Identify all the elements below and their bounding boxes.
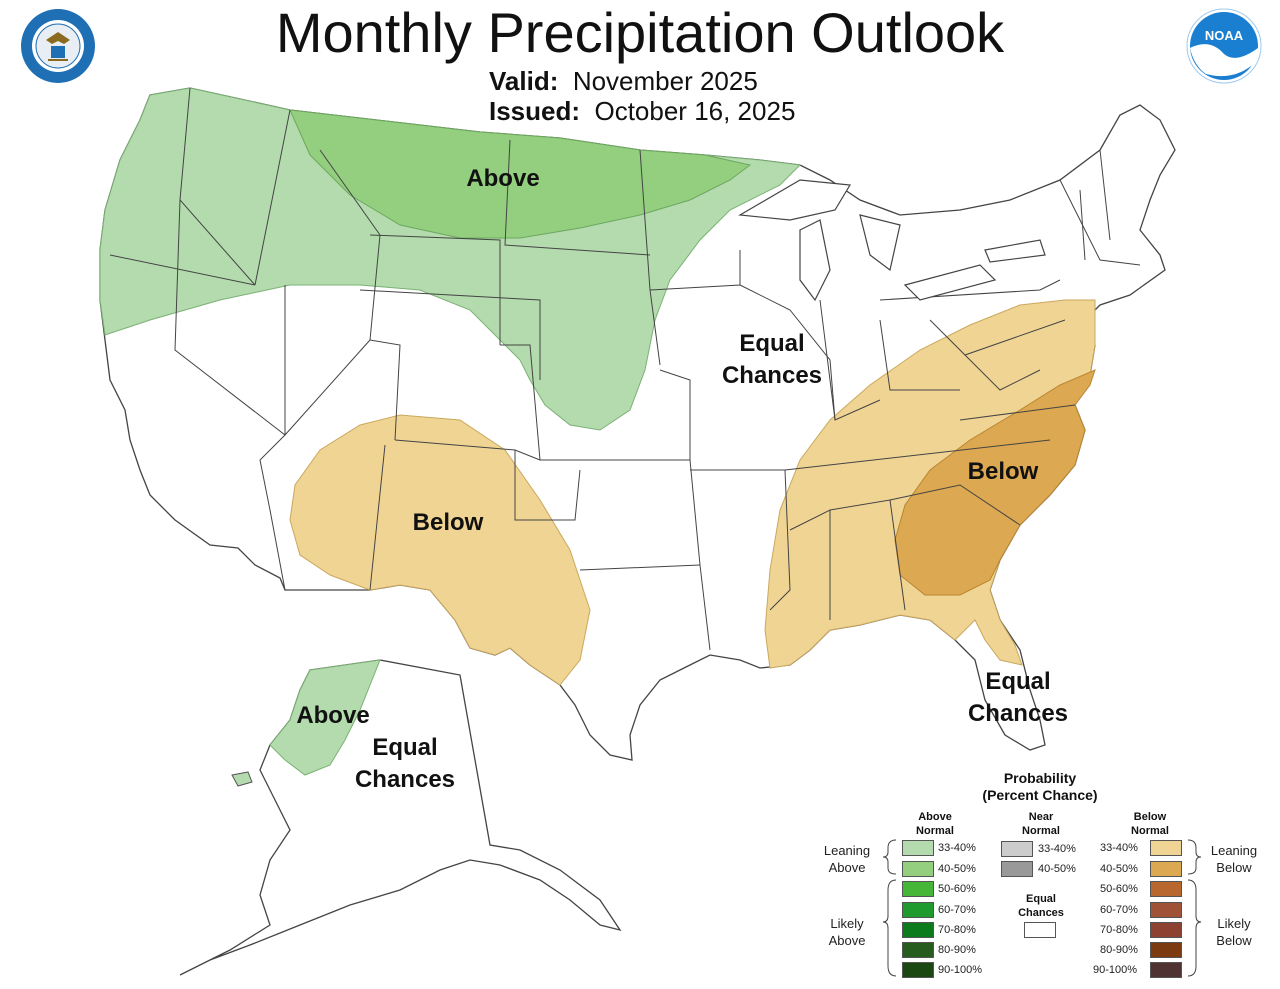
issued-value: October 16, 2025 [594,96,796,126]
label-central-ec-line2: Chances [721,362,823,389]
swatch-below-90-100 [1150,962,1182,978]
label-fl-ec-line2: Chances [967,700,1069,727]
alaska-outline [179,659,622,976]
leaning-above-line2: Above [828,860,866,875]
doc-seal-logo [21,9,95,83]
label-ak-ec-line2: Chances [354,766,456,793]
legend-near-header-line1: Near [1028,811,1054,823]
leaning-below-line1: Leaning [1210,843,1258,858]
pct-below-90-100: 90-100% [1093,964,1138,976]
issued-label: Issued: [489,96,581,126]
legend-below-header: Below Normal [1110,810,1190,838]
legend-likely-below: Likely Below [1202,915,1266,949]
legend-below-header-line1: Below [1133,811,1167,823]
legend-equal-line2: Chances [1018,907,1064,919]
swatch-above-70-80 [902,922,934,938]
legend-equal-line1: Equal [1026,893,1056,905]
swatch-above-80-90 [902,942,934,958]
legend-leaning-below: Leaning Below [1202,842,1266,876]
pct-above-40-50: 40-50% [938,863,976,875]
swatch-equal-chances [1024,922,1056,938]
label-alaska-above: Above [296,702,370,729]
pct-below-33-40: 33-40% [1100,842,1138,854]
noaa-logo: NOAA [1186,8,1262,84]
pct-below-80-90: 80-90% [1100,944,1138,956]
swatch-above-90-100 [902,962,934,978]
below-40-50-southeast [894,369,1096,596]
leaning-below-line2: Below [1216,860,1252,875]
swatch-above-33-40 [902,840,934,856]
above-40-50-north [289,109,752,239]
likely-below-line2: Below [1216,933,1252,948]
pct-near-40-50: 40-50% [1038,863,1076,875]
pct-above-80-90: 80-90% [938,944,976,956]
label-central-ec-line1: Equal [739,330,805,357]
legend-likely-above: Likely Above [816,915,878,949]
alaska-above-region [269,659,381,776]
pct-above-70-80: 70-80% [938,924,976,936]
swatch-near-40-50 [1001,861,1033,877]
legend-above-header-line1: Above [918,811,952,823]
legend-above-header-line2: Normal [916,825,954,837]
swatch-below-60-70 [1150,902,1182,918]
valid-label: Valid: [489,66,559,96]
label-sw-below: Below [412,509,484,536]
pct-above-90-100: 90-100% [938,964,983,976]
noaa-logo-text: NOAA [1205,28,1244,43]
pct-below-60-70: 60-70% [1100,904,1138,916]
valid-value: November 2025 [572,66,758,96]
valid-line: Valid: November 2025 [489,66,758,96]
swatch-above-40-50 [902,861,934,877]
pct-below-70-80: 70-80% [1100,924,1138,936]
swatch-below-40-50 [1150,861,1182,877]
swatch-near-33-40 [1001,841,1033,857]
swatch-below-70-80 [1150,922,1182,938]
pct-above-50-60: 50-60% [938,883,976,895]
legend-equal-chances: Equal Chances [1001,892,1081,920]
pct-below-40-50: 40-50% [1100,863,1138,875]
page-title: Monthly Precipitation Outlook [275,1,1005,64]
legend-near-header-line2: Normal [1022,825,1060,837]
swatch-above-60-70 [902,902,934,918]
legend-above-header: Above Normal [895,810,975,838]
leaning-above-line1: Leaning [823,843,871,858]
swatch-below-33-40 [1150,840,1182,856]
label-se-below: Below [967,458,1039,485]
legend-braces-left [882,839,897,977]
likely-below-line1: Likely [1217,916,1251,931]
pct-above-33-40: 33-40% [938,842,976,854]
state-boundaries [109,87,1141,651]
issued-line: Issued: October 16, 2025 [489,96,795,126]
alaska-aleutian [231,771,253,787]
legend-braces-right [1187,839,1202,977]
label-alaska-equal-chances: Equal Chances [345,732,465,796]
legend-leaning-above: Leaning Above [816,842,878,876]
swatch-below-50-60 [1150,881,1182,897]
likely-above-line1: Likely [830,916,864,931]
legend-near-header: Near Normal [1001,810,1081,838]
legend-title: Probability (Percent Chance) [960,770,1120,804]
label-ak-ec-line1: Equal [372,734,438,761]
pct-near-33-40: 33-40% [1038,843,1076,855]
label-central-equal-chances: Equal Chances [712,328,832,392]
legend-below-header-line2: Normal [1131,825,1169,837]
pct-above-60-70: 60-70% [938,904,976,916]
legend-title-line1: Probability [1003,770,1077,786]
legend-title-line2: (Percent Chance) [982,787,1098,803]
pct-below-50-60: 50-60% [1100,883,1138,895]
likely-above-line2: Above [828,933,866,948]
label-north-above: Above [466,165,540,192]
great-lakes [738,179,1046,302]
swatch-above-50-60 [902,881,934,897]
label-fl-ec-line1: Equal [985,668,1051,695]
label-florida-equal-chances: Equal Chances [958,666,1078,730]
swatch-below-80-90 [1150,942,1182,958]
